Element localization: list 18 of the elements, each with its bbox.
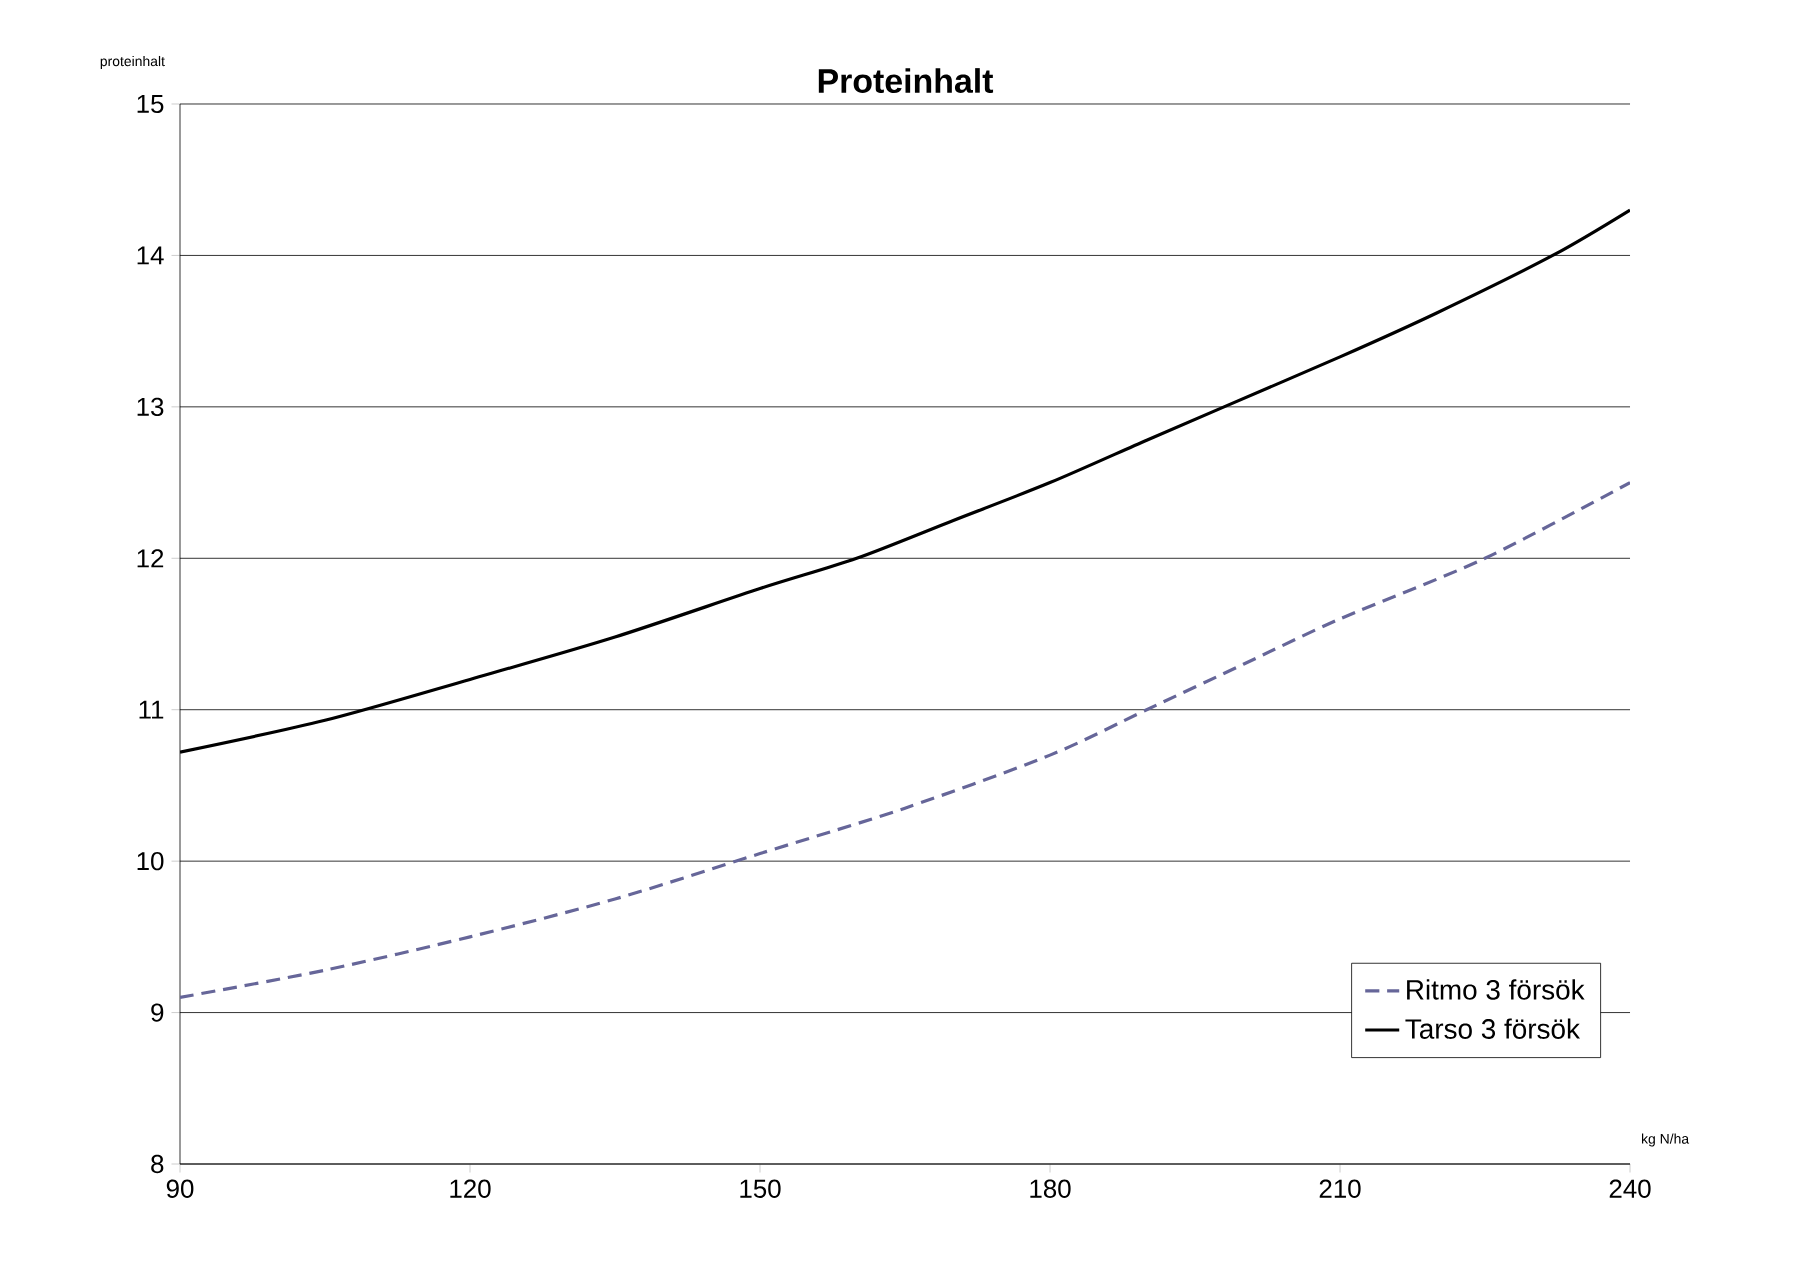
x-tick-label: 150 [740, 1179, 781, 1198]
x-tick-label: 210 [1319, 1179, 1361, 1198]
x-tick-label: 240 [1609, 1179, 1651, 1198]
y-tick-label: 12 [137, 549, 164, 568]
legend-label: Tarso 3 försök [1405, 1018, 1581, 1039]
legend-label: Ritmo 3 försök [1407, 979, 1585, 1000]
y-tick-label: 14 [137, 246, 164, 265]
x-tick-label: 180 [1030, 1179, 1071, 1198]
y-tick-label: 8 [151, 1154, 164, 1174]
line-series [180, 480, 1631, 1000]
chart-title: Proteinhalt [818, 68, 994, 94]
y-tick-label: 13 [137, 397, 164, 417]
y-tick-label: 15 [137, 94, 164, 114]
x-tick-label: 90 [166, 1179, 194, 1198]
y-tick-label: 10 [137, 851, 164, 871]
y-tick-label: 11 [139, 700, 164, 719]
y-tick-label: 9 [151, 1003, 164, 1022]
x-tick-label: 120 [450, 1179, 491, 1198]
